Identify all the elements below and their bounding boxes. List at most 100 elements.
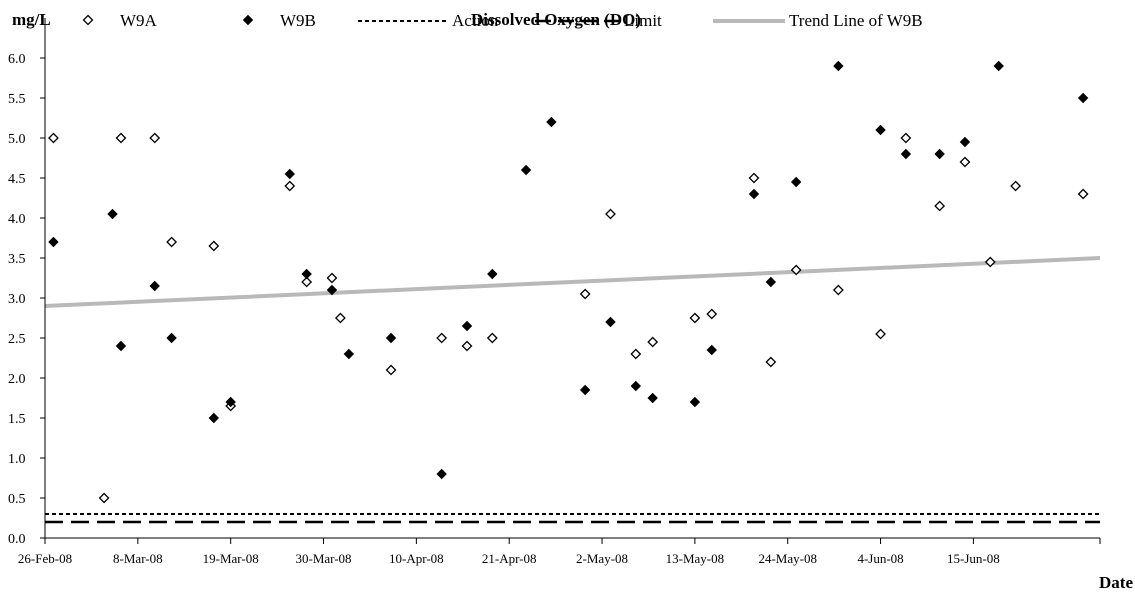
point-w9b — [48, 236, 59, 248]
x-tick-label: 19-Mar-08 — [203, 551, 259, 566]
y-axis-label: mg/L — [12, 10, 51, 29]
y-tick-label: 5.0 — [8, 132, 26, 147]
point-w9a — [832, 284, 844, 296]
point-w9a — [461, 340, 473, 352]
point-w9a — [790, 264, 802, 276]
point-w9a — [284, 180, 296, 192]
x-tick-label: 26-Feb-08 — [18, 551, 72, 566]
point-w9a — [1010, 180, 1022, 192]
point-w9a — [98, 492, 110, 504]
point-w9b — [765, 276, 777, 288]
point-w9b — [436, 468, 447, 480]
point-w9b — [301, 268, 312, 280]
trend-line — [44, 256, 1101, 308]
y-tick-label: 5.5 — [8, 92, 26, 107]
y-tick-label: 6.0 — [8, 52, 26, 67]
y-tick-label: 4.0 — [8, 212, 26, 227]
y-tick-label: 3.5 — [8, 252, 26, 267]
point-w9b — [790, 176, 802, 188]
point-w9a — [326, 272, 338, 284]
point-w9a — [605, 208, 616, 220]
point-w9b — [107, 208, 118, 220]
point-w9b — [385, 332, 397, 344]
point-w9a — [984, 256, 996, 268]
point-w9b — [115, 340, 127, 352]
legend-label-trend: Trend Line of W9B — [789, 11, 923, 30]
y-tick-label: 1.5 — [8, 412, 26, 427]
point-w9b — [149, 280, 160, 292]
point-w9a — [959, 156, 971, 168]
point-w9b — [875, 124, 886, 136]
point-w9a — [48, 132, 59, 144]
point-w9b — [900, 148, 912, 160]
point-w9a — [630, 348, 642, 360]
point-w9a — [301, 276, 313, 288]
point-w9b — [605, 316, 616, 328]
point-w9b — [208, 412, 220, 424]
point-w9a — [934, 200, 946, 212]
point-w9a — [149, 132, 161, 144]
point-w9b — [520, 164, 532, 176]
chart-title: Dissolved Oxygen (DO) — [471, 10, 641, 29]
y-tick-label: 1.0 — [8, 452, 26, 467]
point-w9b — [546, 116, 557, 128]
point-w9b — [343, 348, 355, 360]
point-w9b — [833, 60, 844, 72]
point-w9b — [993, 60, 1004, 72]
point-w9b — [326, 284, 338, 296]
point-w9a — [486, 332, 498, 344]
x-tick-label: 30-Mar-08 — [295, 551, 351, 566]
x-axis-label: Date — [1099, 573, 1133, 592]
x-tick-label: 4-Jun-08 — [857, 551, 903, 566]
point-w9b — [934, 148, 945, 160]
point-w9a — [334, 312, 346, 324]
point-w9a — [647, 336, 659, 348]
y-tick-label: 2.5 — [8, 332, 26, 347]
point-w9a — [689, 312, 701, 324]
x-tick-label: 24-May-08 — [758, 551, 817, 566]
point-w9a — [579, 288, 591, 300]
x-tick-label: 21-Apr-08 — [482, 551, 537, 566]
point-w9b — [579, 384, 591, 396]
point-w9a — [875, 328, 886, 340]
y-tick-label: 0.0 — [8, 532, 26, 547]
point-w9a — [115, 132, 127, 144]
point-w9a — [1077, 188, 1089, 200]
y-tick-label: 3.0 — [8, 292, 26, 307]
legend-label-w9b: W9B — [280, 11, 316, 30]
trend-line-layer — [44, 256, 1101, 308]
point-w9b — [461, 320, 473, 332]
point-w9b — [284, 168, 295, 180]
axes: 0.0 0.5 1.0 1.5 2.0 2.5 3.0 3.5 4.0 4.5 5.0 5.5 6.0 2… — [8, 18, 1101, 566]
y-tick-label: 0.5 — [8, 492, 26, 507]
point-w9b — [630, 380, 642, 392]
legend-label-limit: Limit — [624, 11, 662, 30]
point-w9b — [647, 392, 658, 404]
point-w9a — [900, 132, 912, 144]
point-w9a — [436, 332, 448, 344]
x-tick-label: 15-Jun-08 — [947, 551, 1000, 566]
point-w9b — [706, 344, 717, 356]
point-w9b — [748, 188, 760, 200]
point-w9b — [487, 268, 498, 280]
point-w9a — [706, 308, 718, 320]
point-w9a — [748, 172, 760, 184]
y-tick-label: 4.5 — [8, 172, 26, 187]
point-w9a — [765, 356, 777, 368]
point-w9b — [959, 136, 971, 148]
point-w9b — [225, 396, 236, 408]
legend-label-w9a: W9A — [120, 11, 158, 30]
point-w9a — [208, 240, 220, 252]
point-w9a — [166, 236, 178, 248]
y-tick-label: 2.0 — [8, 372, 26, 387]
chart-text: Dissolved Oxygen (DO) mg/L Date — [12, 10, 1133, 592]
x-tick-label: 8-Mar-08 — [113, 551, 163, 566]
point-w9b — [1077, 92, 1089, 104]
data-points — [48, 60, 1089, 504]
x-tick-label: 13-May-08 — [666, 551, 725, 566]
reference-lines — [45, 513, 1100, 524]
x-tick-label: 10-Apr-08 — [389, 551, 444, 566]
legend-marker-w9b — [242, 14, 254, 26]
